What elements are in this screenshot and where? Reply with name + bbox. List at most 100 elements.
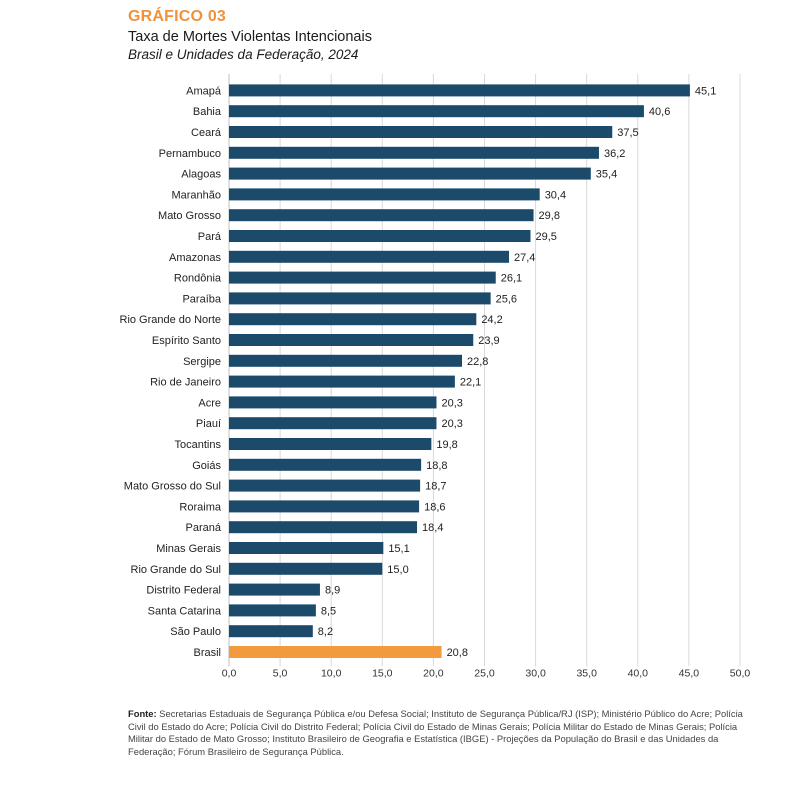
source-note: Fonte: Secretarias Estaduais de Seguranç…: [128, 708, 756, 758]
category-label: Tocantins: [175, 439, 222, 451]
x-tick-label: 0,0: [222, 667, 237, 679]
x-tick-label: 50,0: [730, 667, 751, 679]
bar: [229, 188, 540, 201]
category-label: Amazonas: [169, 252, 221, 264]
bar: [229, 583, 320, 596]
bar: [229, 375, 455, 388]
category-label: Rio de Janeiro: [150, 377, 221, 389]
x-tick-label: 40,0: [628, 667, 649, 679]
data-label: 19,8: [436, 439, 457, 451]
x-tick-label: 35,0: [576, 667, 597, 679]
bar: [229, 126, 613, 138]
bar: [229, 500, 420, 513]
category-label: Rio Grande do Sul: [131, 564, 222, 576]
data-label: 35,4: [596, 169, 617, 181]
x-tick-label: 25,0: [474, 667, 495, 679]
category-label: Mato Grosso do Sul: [124, 481, 221, 493]
data-label: 8,9: [325, 585, 340, 597]
category-label: Amapá: [186, 85, 222, 97]
category-label: Ceará: [191, 127, 222, 139]
data-label: 20,8: [447, 647, 468, 659]
data-label: 27,4: [514, 252, 535, 264]
data-label: 22,1: [460, 377, 481, 389]
x-tick-label: 15,0: [372, 667, 393, 679]
data-label: 15,0: [387, 564, 408, 576]
category-label: Bahia: [193, 106, 222, 118]
category-label: Maranhão: [171, 189, 221, 201]
category-label: São Paulo: [170, 626, 221, 638]
bar: [229, 292, 491, 305]
x-tick-label: 10,0: [321, 667, 342, 679]
bar: [229, 646, 442, 658]
x-tick-label: 5,0: [273, 667, 288, 679]
data-label: 29,8: [539, 210, 560, 222]
bar: [229, 105, 644, 118]
category-label: Paraná: [186, 522, 222, 534]
source-text: Secretarias Estaduais de Segurança Públi…: [128, 708, 743, 757]
data-label: 37,5: [617, 127, 638, 139]
bar: [229, 625, 313, 638]
bar: [229, 396, 437, 409]
category-label: Pará: [198, 231, 222, 243]
data-label: 22,8: [467, 356, 488, 368]
bar: [229, 417, 437, 430]
bar: [229, 354, 463, 367]
category-label: Mato Grosso: [158, 210, 221, 222]
category-label: Piauí: [196, 418, 221, 430]
data-label: 18,4: [422, 522, 443, 534]
data-label: 24,2: [481, 314, 502, 326]
bar: [229, 313, 477, 326]
data-label: 45,1: [695, 85, 716, 97]
source-label: Fonte:: [128, 708, 157, 719]
x-tick-label: 20,0: [423, 667, 444, 679]
bar: [229, 521, 418, 534]
data-label: 20,3: [441, 418, 462, 430]
bar: [229, 209, 534, 222]
bar: [229, 167, 591, 180]
category-label: Alagoas: [181, 169, 221, 181]
data-label: 18,8: [426, 460, 447, 472]
bar: [229, 146, 599, 159]
data-label: 30,4: [545, 189, 566, 201]
chart-number: GRÁFICO 03: [128, 8, 227, 25]
data-label: 18,6: [424, 501, 445, 513]
bar: [229, 84, 690, 97]
category-label: Brasil: [193, 647, 221, 659]
bar: [229, 479, 421, 492]
category-label: Minas Gerais: [156, 543, 221, 555]
category-label: Sergipe: [183, 356, 221, 368]
category-label: Espírito Santo: [152, 335, 221, 347]
data-label: 40,6: [649, 106, 670, 118]
data-label: 25,6: [496, 293, 517, 305]
bar: [229, 271, 496, 284]
data-label: 20,3: [441, 397, 462, 409]
category-label: Roraima: [179, 501, 221, 513]
category-label: Distrito Federal: [146, 585, 221, 597]
bar: [229, 562, 383, 575]
bar: [229, 250, 510, 263]
bar: [229, 438, 432, 450]
bar: [229, 604, 316, 617]
data-label: 29,5: [535, 231, 556, 243]
data-label: 23,9: [478, 335, 499, 347]
category-label: Goiás: [192, 460, 221, 472]
data-label: 8,2: [318, 626, 333, 638]
category-label: Acre: [198, 397, 221, 409]
category-label: Pernambuco: [159, 148, 221, 160]
bar: [229, 334, 474, 346]
data-label: 36,2: [604, 148, 625, 160]
chart-title: Taxa de Mortes Violentas Intencionais: [128, 29, 372, 45]
data-label: 18,7: [425, 481, 446, 493]
bar-chart: 0,0 5,0 10,0 15,0 20,0 25,0 30,0 35,0 40,0 45,0 50…: [120, 74, 751, 679]
bar: [229, 230, 531, 242]
category-label: Paraíba: [182, 293, 221, 305]
x-tick-label: 45,0: [679, 667, 700, 679]
chart-subtitle: Brasil e Unidades da Federação, 2024: [128, 47, 359, 62]
bar: [229, 458, 422, 471]
category-label: Rondônia: [174, 273, 222, 285]
category-label: Santa Catarina: [148, 605, 222, 617]
category-label: Rio Grande do Norte: [120, 314, 222, 326]
data-label: 26,1: [501, 273, 522, 285]
chart-header: GRÁFICO 03 Taxa de Mortes Violentas Inte…: [128, 8, 372, 62]
data-label: 8,5: [321, 605, 336, 617]
